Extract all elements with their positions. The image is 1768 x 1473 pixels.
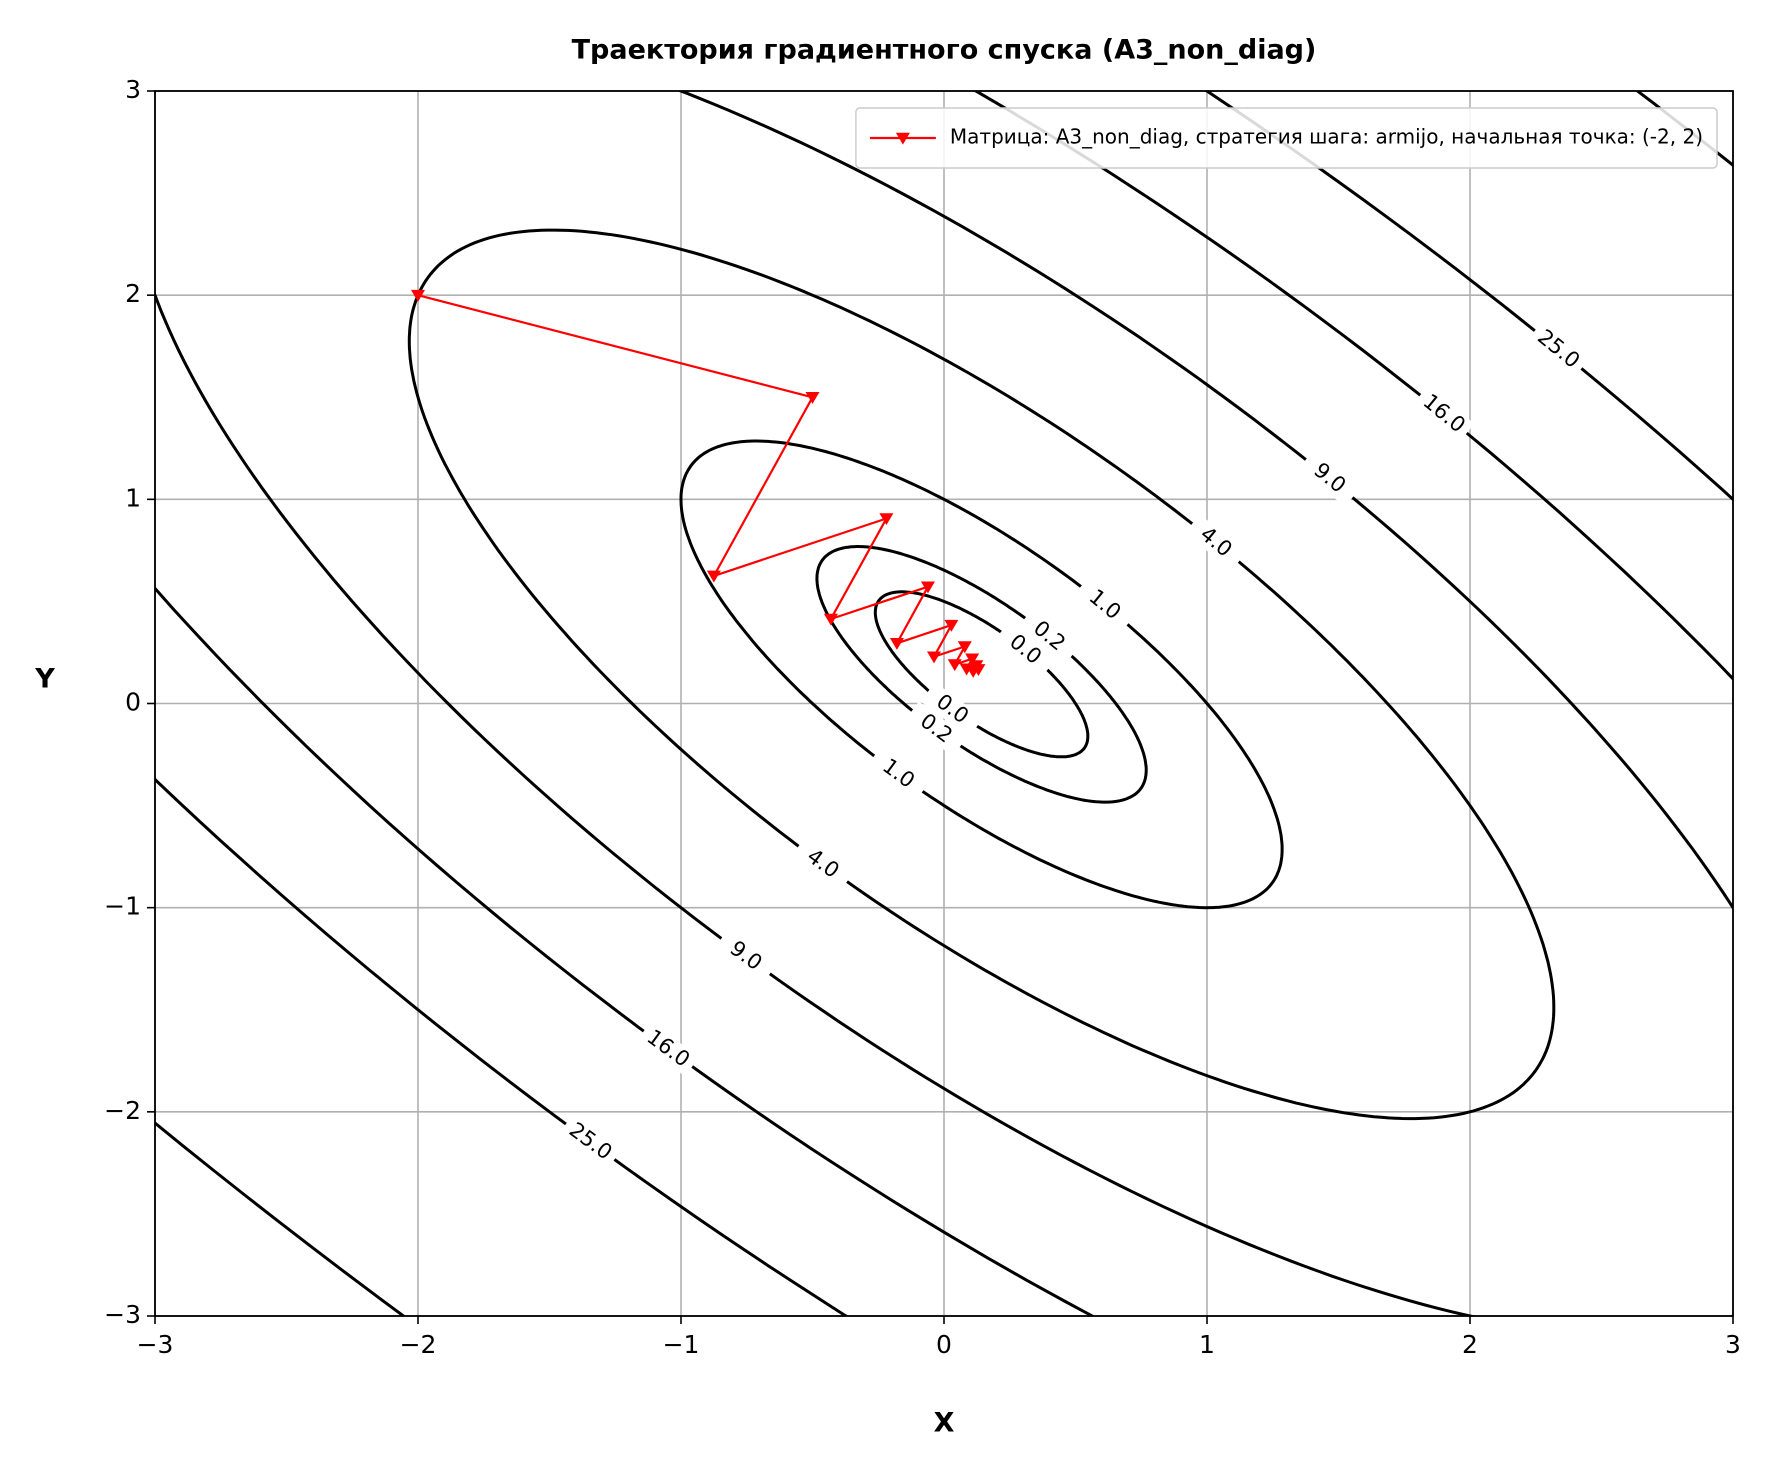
contour-label-gap bbox=[1298, 450, 1361, 507]
trajectory-marker bbox=[927, 651, 942, 664]
x-tick-label: 2 bbox=[1462, 1330, 1478, 1359]
contour-line bbox=[407, 228, 1556, 1121]
contour-label-gap bbox=[1412, 385, 1475, 443]
legend: Матрица: A3_non_diag, стратегия шага: ar… bbox=[855, 107, 1718, 169]
trajectory-marker bbox=[971, 664, 986, 677]
x-tick-label: 0 bbox=[936, 1330, 952, 1359]
trajectory-marker bbox=[706, 570, 721, 583]
legend-marker bbox=[895, 132, 910, 145]
y-tick-label: 0 bbox=[125, 688, 141, 717]
contour-label-gap bbox=[1527, 321, 1590, 378]
y-tick-label: 1 bbox=[125, 483, 141, 512]
trajectory-marker bbox=[805, 392, 820, 404]
contour-label-gap bbox=[1073, 576, 1136, 634]
y-tick-label: −1 bbox=[104, 892, 141, 921]
x-tick-label: −2 bbox=[400, 1330, 437, 1359]
x-axis-label: X bbox=[934, 1408, 955, 1439]
y-tick-label: 3 bbox=[125, 75, 141, 104]
trajectory-marker bbox=[411, 289, 425, 302]
x-tick-label: −3 bbox=[137, 1330, 174, 1359]
x-tick-label: −1 bbox=[663, 1330, 700, 1359]
contour-label-gap bbox=[791, 836, 854, 892]
legend-label: Матрица: A3_non_diag, стратегия шага: ar… bbox=[950, 125, 1703, 149]
contour-label-gap bbox=[558, 1114, 622, 1170]
contour-label-gap bbox=[1184, 514, 1247, 571]
trajectory-marker bbox=[947, 659, 962, 672]
chart-title: Траектория градиентного спуска (A3_non_d… bbox=[572, 35, 1317, 66]
contour-label-gap bbox=[714, 928, 777, 984]
ticks: −3 −2 −1 0 1 2 3 −3 −2 −1 0 1 2 3 bbox=[104, 75, 1741, 1359]
contour-label-gap bbox=[636, 1021, 700, 1077]
contour-label-group: 0.0 bbox=[994, 621, 1056, 679]
trajectory-marker bbox=[879, 513, 894, 526]
contour-label-gap bbox=[920, 682, 984, 737]
y-tick-label: 2 bbox=[125, 279, 141, 308]
trajectory-marker bbox=[889, 638, 904, 650]
y-tick-label: −3 bbox=[104, 1300, 141, 1329]
trajectory bbox=[411, 289, 986, 678]
trajectory-marker bbox=[823, 613, 838, 626]
x-tick-label: 1 bbox=[1199, 1330, 1215, 1359]
contour-label-gap bbox=[1018, 608, 1080, 665]
contour-label-gap bbox=[994, 621, 1056, 679]
trajectory-marker bbox=[944, 619, 959, 632]
contour-label-gap bbox=[904, 701, 968, 757]
trajectory-marker bbox=[920, 581, 935, 594]
trajectory-marker bbox=[965, 653, 980, 666]
y-axis-label: Y bbox=[34, 664, 55, 695]
y-tick-label: −2 bbox=[104, 1096, 141, 1125]
contour-label-gap bbox=[866, 746, 930, 802]
contour-line bbox=[155, 91, 1733, 1316]
trajectory-marker bbox=[957, 641, 972, 654]
x-tick-label: 3 bbox=[1725, 1330, 1741, 1359]
legend-box bbox=[855, 107, 1718, 169]
